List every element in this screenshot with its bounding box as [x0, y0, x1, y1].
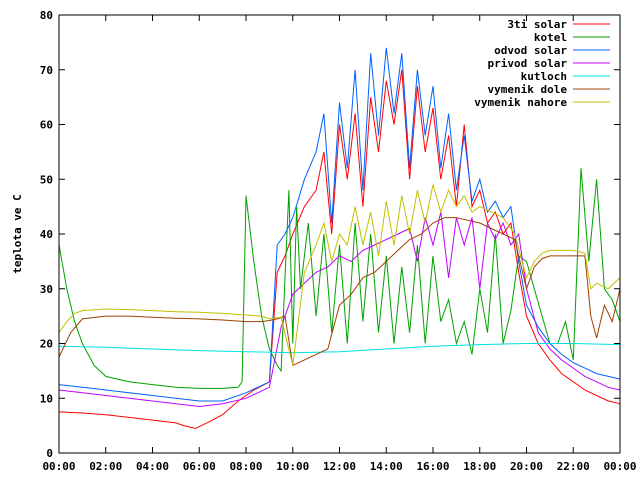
y-tick-label: 40 — [40, 228, 53, 241]
y-tick-label: 80 — [40, 9, 53, 22]
series-line-3ti-solar — [58, 69, 621, 429]
x-tick-label: 06:00 — [183, 460, 216, 473]
legend-label: odvod solar — [494, 44, 567, 57]
series-line-kotel — [58, 168, 621, 389]
series-line-vymenik-nahore — [58, 184, 621, 366]
series-line-kutloch — [58, 343, 621, 354]
y-tick-label: 70 — [40, 64, 53, 77]
x-tick-label: 08:00 — [229, 460, 262, 473]
legend-label: kutloch — [521, 70, 567, 83]
series-line-vymenik-dole — [58, 217, 621, 367]
y-tick-label: 30 — [40, 283, 53, 296]
x-tick-label: 04:00 — [136, 460, 169, 473]
legend-label: kotel — [534, 31, 567, 44]
x-tick-label: 12:00 — [323, 460, 356, 473]
legend-label: vymenik nahore — [474, 96, 567, 109]
x-tick-label: 20:00 — [510, 460, 543, 473]
y-tick-label: 20 — [40, 338, 53, 351]
x-tick-label: 02:00 — [89, 460, 122, 473]
x-tick-label: 16:00 — [416, 460, 449, 473]
legend-label: 3ti solar — [507, 18, 567, 31]
x-tick-label: 10:00 — [276, 460, 309, 473]
series-line-privod-solar — [58, 211, 621, 408]
x-tick-label: 18:00 — [463, 460, 496, 473]
x-tick-label: 00:00 — [42, 460, 75, 473]
series-lines — [58, 47, 621, 429]
legend-label: vymenik dole — [488, 83, 568, 96]
series-line-odvod-solar — [58, 47, 621, 402]
x-tick-label: 00:00 — [603, 460, 636, 473]
legend-label: privod solar — [488, 57, 568, 70]
y-axis-label: teplota ve C — [11, 194, 24, 273]
y-tick-label: 10 — [40, 392, 53, 405]
y-tick-label: 0 — [46, 447, 53, 460]
y-tick-label: 60 — [40, 119, 53, 132]
x-tick-label: 14:00 — [370, 460, 403, 473]
x-tick-label: 22:00 — [557, 460, 590, 473]
y-axis-ticks: 0 10 20 30 40 50 60 70 80 — [40, 9, 620, 460]
y-tick-label: 50 — [40, 173, 53, 186]
x-axis-ticks: 00:00 02:00 04:00 06:00 08:00 10:00 12:00 14:00… — [42, 15, 637, 473]
